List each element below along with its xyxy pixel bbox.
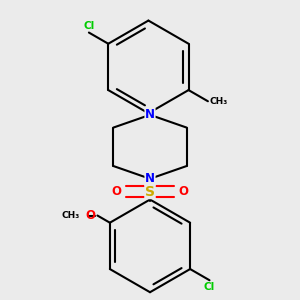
Text: N: N bbox=[145, 172, 155, 185]
Text: Cl: Cl bbox=[204, 282, 215, 292]
Text: CH₃: CH₃ bbox=[61, 211, 80, 220]
Text: CH₃: CH₃ bbox=[209, 97, 228, 106]
Text: O: O bbox=[111, 185, 121, 198]
Text: Cl: Cl bbox=[83, 21, 94, 31]
Text: S: S bbox=[145, 184, 155, 199]
Text: O: O bbox=[86, 209, 96, 222]
Text: N: N bbox=[145, 108, 155, 121]
Text: O: O bbox=[179, 185, 189, 198]
